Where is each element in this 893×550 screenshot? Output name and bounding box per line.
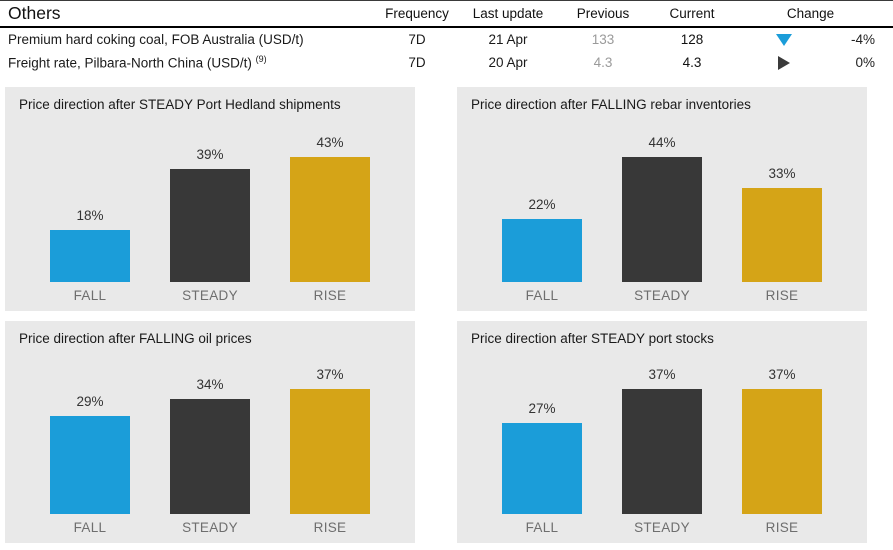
bar-rise xyxy=(290,157,370,282)
col-header-frequency: Frequency xyxy=(385,6,449,21)
bar-category-label: STEADY xyxy=(182,288,238,303)
bar-value-label: 34% xyxy=(196,377,224,392)
row-change-arrow-cell xyxy=(736,33,831,46)
others-table: Others Frequency Last update Previous Cu… xyxy=(0,0,893,74)
row-change-pct: 0% xyxy=(855,55,875,70)
bar-value-label: 44% xyxy=(648,135,676,150)
bar-value-label: 37% xyxy=(316,367,344,382)
row-frequency: 7D xyxy=(408,32,426,47)
row-label-text: Freight rate, Pilbara-North China (USD/t… xyxy=(8,55,252,71)
table-row: Freight rate, Pilbara-North China (USD/t… xyxy=(0,51,893,74)
row-last-update: 21 Apr xyxy=(488,32,528,47)
bar-value-label: 43% xyxy=(316,135,344,150)
bar-steady xyxy=(622,157,702,282)
chart-title: Price direction after FALLING rebar inve… xyxy=(471,97,751,112)
col-header-change: Change xyxy=(786,6,835,21)
col-header-previous: Previous xyxy=(576,6,630,21)
row-label: Freight rate, Pilbara-North China (USD/t… xyxy=(8,54,376,71)
chart-plot-area: 18% FALL 39% STEADY 43% RISE xyxy=(5,114,415,311)
chart-panel-oil-prices: Price direction after FALLING oil prices… xyxy=(5,321,415,543)
bar-rise xyxy=(742,389,822,514)
bar-group-steady: 37% STEADY xyxy=(622,367,702,535)
bar-fall xyxy=(50,416,130,514)
bar-group-rise: 37% RISE xyxy=(290,367,370,535)
bar-category-label: RISE xyxy=(765,520,799,535)
bar-group-fall: 29% FALL xyxy=(50,394,130,535)
bar-rise xyxy=(742,188,822,282)
bar-steady xyxy=(622,389,702,514)
bar-category-label: FALL xyxy=(525,520,559,535)
chart-plot-area: 29% FALL 34% STEADY 37% RISE xyxy=(5,348,415,543)
row-last-update: 20 Apr xyxy=(488,55,528,70)
bar-rise xyxy=(290,389,370,514)
bar-group-rise: 33% RISE xyxy=(742,166,822,303)
row-label-footnote: (9) xyxy=(255,54,267,65)
table-header-row: Others Frequency Last update Previous Cu… xyxy=(0,1,893,28)
row-previous: 4.3 xyxy=(593,55,613,70)
bar-group-fall: 22% FALL xyxy=(502,197,582,303)
bar-category-label: STEADY xyxy=(634,520,690,535)
col-header-current: Current xyxy=(669,6,715,21)
row-current: 128 xyxy=(680,32,704,47)
row-current: 4.3 xyxy=(682,55,702,70)
chart-title: Price direction after STEADY Port Hedlan… xyxy=(19,97,341,112)
bar-group-rise: 37% RISE xyxy=(742,367,822,535)
row-change-pct: -4% xyxy=(850,32,875,47)
bar-value-label: 39% xyxy=(196,147,224,162)
bar-category-label: RISE xyxy=(313,520,347,535)
row-label-text: Premium hard coking coal, FOB Australia … xyxy=(8,32,304,47)
chart-panel-rebar-inventories: Price direction after FALLING rebar inve… xyxy=(457,87,867,311)
bar-steady xyxy=(170,399,250,514)
chart-title: Price direction after STEADY port stocks xyxy=(471,331,714,346)
bar-category-label: RISE xyxy=(765,288,799,303)
chart-grid: Price direction after STEADY Port Hedlan… xyxy=(5,87,867,543)
table-title: Others xyxy=(8,3,61,23)
row-previous: 133 xyxy=(591,32,615,47)
bar-steady xyxy=(170,169,250,282)
bar-category-label: FALL xyxy=(73,520,107,535)
bar-category-label: RISE xyxy=(313,288,347,303)
change-down-icon xyxy=(775,33,792,46)
bar-value-label: 37% xyxy=(648,367,676,382)
chart-title: Price direction after FALLING oil prices xyxy=(19,331,252,346)
bar-value-label: 37% xyxy=(768,367,796,382)
bar-fall xyxy=(502,219,582,282)
chart-panel-port-stocks: Price direction after STEADY port stocks… xyxy=(457,321,867,543)
bar-group-steady: 39% STEADY xyxy=(170,147,250,303)
bar-category-label: FALL xyxy=(525,288,559,303)
bar-category-label: STEADY xyxy=(634,288,690,303)
bar-value-label: 33% xyxy=(768,166,796,181)
change-right-icon xyxy=(777,55,790,70)
bar-value-label: 22% xyxy=(528,197,556,212)
bar-category-label: FALL xyxy=(73,288,107,303)
bar-value-label: 29% xyxy=(76,394,104,409)
bar-fall xyxy=(50,230,130,282)
bar-group-steady: 34% STEADY xyxy=(170,377,250,535)
bar-group-rise: 43% RISE xyxy=(290,135,370,303)
bar-group-steady: 44% STEADY xyxy=(622,135,702,303)
bar-group-fall: 18% FALL xyxy=(50,208,130,303)
bar-fall xyxy=(502,423,582,514)
bar-value-label: 18% xyxy=(76,208,104,223)
row-frequency: 7D xyxy=(408,55,426,70)
chart-panel-port-hedland: Price direction after STEADY Port Hedlan… xyxy=(5,87,415,311)
chart-plot-area: 27% FALL 37% STEADY 37% RISE xyxy=(457,348,867,543)
row-change-arrow-cell xyxy=(736,55,831,70)
col-header-last-update: Last update xyxy=(472,6,544,21)
bar-group-fall: 27% FALL xyxy=(502,401,582,535)
bar-value-label: 27% xyxy=(528,401,556,416)
bar-category-label: STEADY xyxy=(182,520,238,535)
table-row: Premium hard coking coal, FOB Australia … xyxy=(0,28,893,51)
row-label: Premium hard coking coal, FOB Australia … xyxy=(8,32,376,47)
chart-plot-area: 22% FALL 44% STEADY 33% RISE xyxy=(457,114,867,311)
